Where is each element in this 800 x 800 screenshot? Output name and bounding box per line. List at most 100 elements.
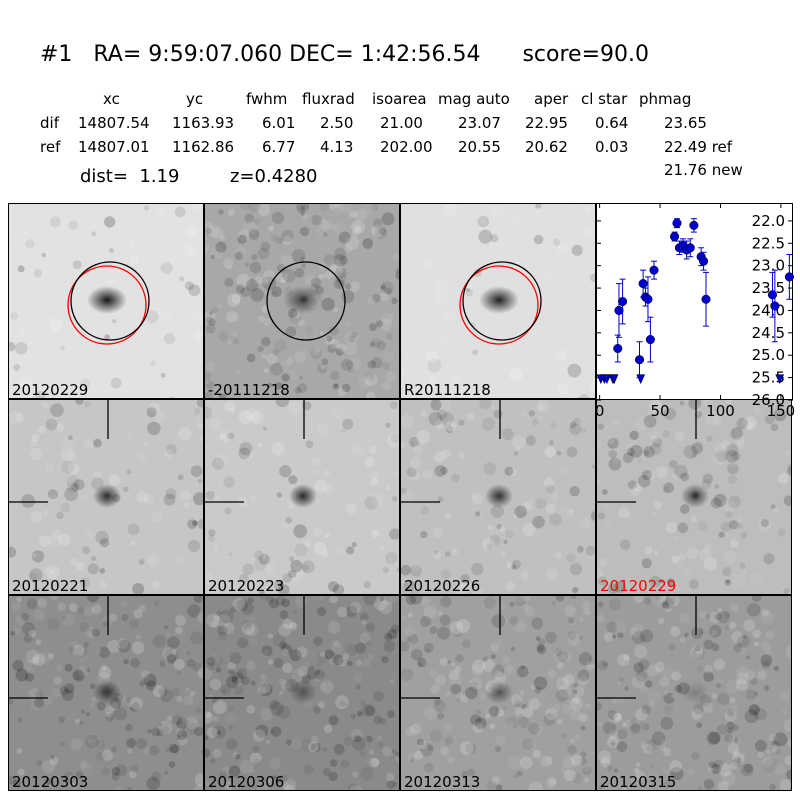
noise-speck	[288, 475, 298, 485]
noise-speck	[81, 763, 94, 777]
noise-speck	[691, 752, 700, 761]
noise-speck	[410, 723, 421, 735]
noise-speck	[261, 354, 267, 359]
noise-speck	[487, 525, 494, 531]
noise-speck	[696, 665, 704, 673]
noise-speck	[520, 596, 531, 602]
noise-speck	[713, 454, 725, 466]
noise-speck	[129, 706, 135, 712]
noise-speck	[475, 709, 482, 715]
noise-speck	[516, 665, 529, 678]
noise-speck	[227, 432, 234, 440]
noise-speck	[16, 596, 22, 602]
noise-speck	[295, 596, 308, 608]
noise-speck	[271, 211, 284, 224]
noise-speck	[49, 216, 61, 228]
noise-speck	[648, 772, 659, 782]
noise-speck	[253, 557, 267, 571]
noise-speck	[579, 617, 584, 622]
noise-speck	[746, 655, 751, 660]
noise-speck	[606, 764, 613, 771]
noise-speck	[150, 360, 156, 367]
noise-speck	[753, 641, 759, 647]
noise-speck	[568, 508, 574, 515]
noise-speck	[193, 596, 203, 603]
noise-speck	[363, 581, 371, 589]
noise-speck	[346, 546, 355, 555]
table-cell: 20.55	[458, 138, 501, 156]
noise-speck	[633, 662, 645, 673]
noise-speck	[217, 625, 228, 636]
noise-speck	[481, 417, 496, 431]
noise-speck	[569, 421, 577, 429]
noise-speck	[163, 493, 176, 506]
noise-speck	[408, 588, 420, 594]
noise-speck	[127, 432, 133, 438]
noise-speck	[344, 283, 352, 290]
noise-speck	[324, 532, 330, 539]
noise-speck	[93, 438, 102, 448]
noise-speck	[279, 641, 287, 649]
panel-date-label: 20120303	[12, 773, 89, 791]
noise-speck	[434, 419, 444, 430]
noise-speck	[757, 670, 767, 680]
noise-speck	[389, 528, 399, 540]
noise-speck	[221, 766, 230, 774]
noise-speck	[716, 677, 724, 685]
noise-speck	[316, 224, 329, 238]
noise-speck	[212, 725, 226, 739]
noise-speck	[663, 482, 674, 493]
noise-speck	[279, 610, 289, 619]
noise-speck	[607, 583, 619, 594]
noise-speck	[143, 673, 157, 687]
noise-speck	[635, 416, 649, 431]
noise-speck	[20, 376, 33, 390]
noise-speck	[22, 621, 35, 635]
noise-speck	[381, 656, 389, 664]
data-point	[767, 290, 778, 300]
noise-speck	[580, 517, 591, 528]
noise-speck	[213, 614, 220, 621]
noise-speck	[247, 616, 256, 625]
noise-speck	[79, 622, 90, 633]
noise-speck	[59, 686, 69, 695]
noise-speck	[60, 447, 75, 462]
noise-speck	[33, 609, 46, 621]
noise-speck	[313, 705, 322, 714]
y-tick-label: 22.5	[752, 234, 785, 252]
noise-speck	[246, 624, 259, 637]
noise-speck	[176, 670, 182, 675]
noise-speck	[631, 675, 645, 689]
noise-speck	[368, 654, 374, 660]
column-header: aper	[534, 90, 569, 108]
noise-speck	[691, 708, 703, 720]
noise-speck	[496, 784, 503, 790]
noise-speck	[170, 744, 180, 754]
noise-speck	[179, 276, 185, 282]
noise-speck	[162, 646, 176, 661]
noise-speck	[469, 681, 480, 692]
noise-speck	[420, 615, 432, 627]
noise-speck	[376, 320, 383, 328]
noise-speck	[709, 624, 722, 638]
noise-speck	[456, 619, 471, 633]
noise-speck	[501, 428, 514, 441]
noise-speck	[738, 646, 746, 654]
noise-speck	[672, 473, 679, 480]
noise-speck	[736, 665, 749, 678]
noise-speck	[281, 598, 290, 608]
noise-speck	[31, 511, 43, 523]
noise-speck	[422, 469, 433, 480]
noise-speck	[290, 738, 303, 750]
noise-speck	[166, 654, 177, 664]
noise-speck	[665, 522, 677, 534]
noise-speck	[557, 662, 564, 669]
noise-speck	[210, 245, 224, 259]
noise-speck	[17, 717, 23, 723]
column-header: cl star	[581, 90, 628, 108]
noise-speck	[730, 462, 736, 468]
noise-speck	[243, 220, 257, 235]
noise-speck	[736, 441, 745, 450]
noise-speck	[429, 375, 437, 383]
noise-speck	[649, 443, 662, 456]
